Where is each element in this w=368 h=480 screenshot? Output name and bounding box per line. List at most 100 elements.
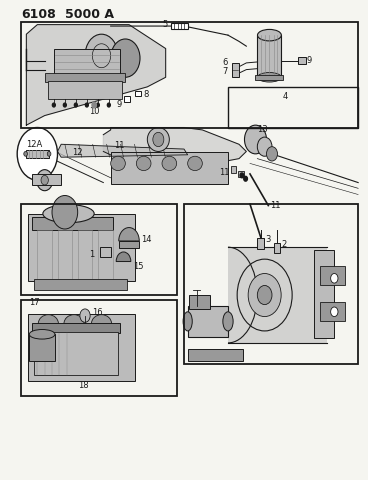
Circle shape — [240, 173, 244, 178]
Bar — [48, 81, 122, 99]
Circle shape — [52, 103, 55, 107]
Bar — [184, 204, 358, 364]
Ellipse shape — [43, 204, 94, 223]
Circle shape — [266, 147, 277, 161]
Circle shape — [52, 195, 78, 229]
Bar — [98, 230, 113, 281]
Bar — [32, 174, 61, 185]
Bar — [314, 250, 334, 338]
Text: 13: 13 — [257, 125, 268, 134]
Circle shape — [244, 176, 247, 181]
Wedge shape — [119, 228, 139, 241]
Circle shape — [244, 125, 266, 154]
Bar — [32, 323, 120, 333]
Bar — [21, 204, 177, 295]
Ellipse shape — [64, 315, 84, 333]
Text: 3: 3 — [265, 236, 271, 244]
Circle shape — [96, 103, 99, 107]
Bar — [26, 150, 49, 157]
Text: 2: 2 — [282, 240, 287, 249]
Circle shape — [111, 39, 140, 77]
Text: 17: 17 — [29, 298, 40, 307]
Bar — [188, 306, 228, 336]
Bar — [28, 214, 135, 281]
Circle shape — [74, 103, 77, 107]
Polygon shape — [103, 128, 246, 164]
Circle shape — [153, 132, 164, 147]
Circle shape — [80, 309, 90, 323]
Text: 18: 18 — [78, 382, 88, 390]
Bar — [54, 48, 120, 75]
Ellipse shape — [147, 128, 169, 152]
Ellipse shape — [162, 156, 177, 170]
Bar — [119, 241, 139, 248]
Circle shape — [85, 34, 118, 77]
Ellipse shape — [188, 156, 202, 170]
Bar — [29, 334, 55, 360]
Bar — [231, 166, 236, 172]
Text: 9: 9 — [116, 100, 121, 109]
Text: 5000 A: 5000 A — [65, 8, 114, 21]
Bar — [320, 266, 345, 286]
Polygon shape — [26, 24, 166, 125]
Bar — [238, 170, 244, 177]
Text: 7: 7 — [223, 67, 228, 76]
Bar — [34, 332, 118, 375]
Ellipse shape — [136, 156, 151, 170]
Circle shape — [37, 169, 53, 191]
Ellipse shape — [258, 29, 281, 41]
Text: 12: 12 — [72, 148, 83, 157]
Bar — [298, 57, 306, 64]
Bar — [232, 63, 239, 77]
Bar — [228, 247, 327, 343]
Text: 1: 1 — [89, 250, 94, 259]
Text: 6108: 6108 — [21, 8, 56, 21]
Circle shape — [47, 152, 51, 156]
Circle shape — [41, 175, 48, 185]
Ellipse shape — [258, 72, 281, 82]
Text: 11: 11 — [270, 201, 281, 210]
Bar — [135, 91, 141, 96]
Circle shape — [107, 103, 110, 107]
Text: 12A: 12A — [26, 140, 42, 149]
Bar — [57, 230, 72, 281]
Circle shape — [24, 152, 28, 156]
Ellipse shape — [38, 315, 59, 333]
Circle shape — [257, 137, 272, 156]
Ellipse shape — [183, 312, 192, 331]
Bar — [32, 217, 113, 230]
Text: 16: 16 — [92, 308, 102, 317]
Ellipse shape — [111, 156, 125, 170]
Bar — [171, 23, 188, 29]
Text: 4: 4 — [283, 92, 288, 101]
Text: 11: 11 — [219, 168, 230, 178]
Bar — [28, 314, 135, 381]
Circle shape — [257, 286, 272, 305]
Ellipse shape — [91, 315, 112, 333]
Text: 11: 11 — [114, 141, 125, 150]
Wedge shape — [116, 252, 131, 262]
Text: 15: 15 — [133, 262, 143, 271]
Bar — [45, 73, 125, 82]
Bar — [124, 96, 130, 102]
Ellipse shape — [223, 312, 233, 331]
Ellipse shape — [29, 329, 55, 339]
Bar — [100, 247, 111, 257]
Text: 8: 8 — [144, 91, 149, 99]
Bar — [228, 87, 358, 128]
Circle shape — [92, 102, 96, 108]
Text: 9: 9 — [307, 56, 312, 64]
Bar — [78, 230, 92, 281]
Bar — [274, 243, 280, 253]
Text: 6: 6 — [223, 59, 228, 67]
Bar — [21, 300, 177, 396]
Bar — [188, 348, 243, 360]
Polygon shape — [57, 144, 188, 157]
Bar — [34, 279, 127, 290]
Bar — [190, 295, 210, 310]
Bar — [111, 153, 228, 183]
Text: 5: 5 — [162, 20, 167, 29]
Bar — [257, 35, 281, 77]
Circle shape — [330, 307, 338, 317]
Bar — [21, 22, 358, 128]
